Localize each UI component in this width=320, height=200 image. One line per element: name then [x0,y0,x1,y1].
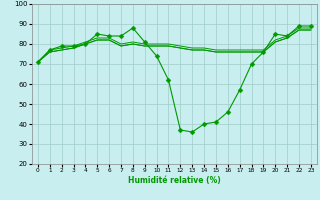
X-axis label: Humidité relative (%): Humidité relative (%) [128,176,221,185]
